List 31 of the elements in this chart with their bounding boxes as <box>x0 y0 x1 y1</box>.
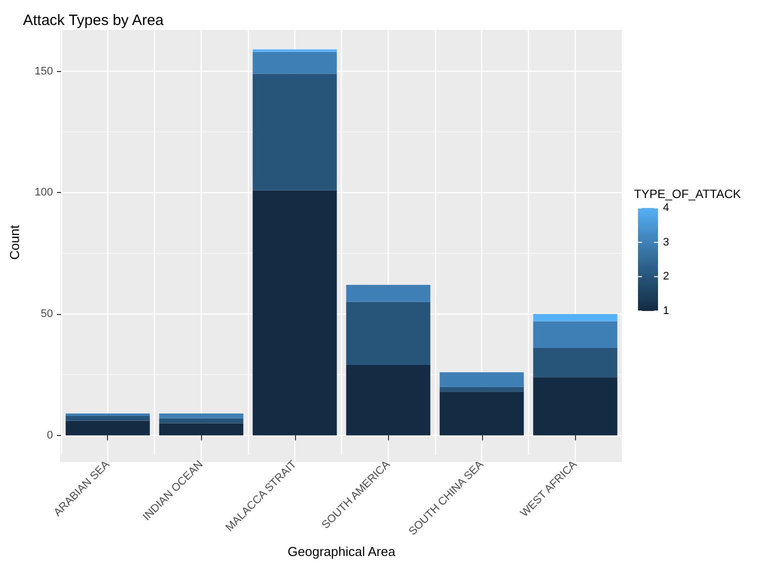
bar <box>533 348 618 378</box>
bar <box>440 386 524 392</box>
color-bar-label: 4 <box>663 202 670 214</box>
bar <box>252 74 337 190</box>
color-bar-label: 2 <box>663 270 670 283</box>
color-bar-label: 1 <box>663 305 670 317</box>
color-bar-title: TYPE_OF_ATTACK <box>634 187 741 201</box>
bar <box>346 364 430 436</box>
bar <box>533 321 618 348</box>
bar <box>533 377 618 436</box>
y-axis-title: Count <box>7 224 22 260</box>
bar <box>440 372 524 387</box>
color-bar-label: 3 <box>663 236 670 248</box>
bar <box>66 420 150 436</box>
bar <box>346 302 430 365</box>
bar <box>252 52 337 74</box>
bar <box>159 418 244 424</box>
y-tick-label: 50 <box>40 308 53 320</box>
y-tick-label: 150 <box>34 65 53 78</box>
y-tick-label: 0 <box>46 429 53 442</box>
x-axis-title: Geographical Area <box>288 544 396 559</box>
bar <box>159 423 244 436</box>
bar <box>533 314 618 322</box>
chart-title: Attack Types by Area <box>23 12 164 29</box>
bar <box>346 284 430 302</box>
bar <box>159 414 244 418</box>
bar <box>440 392 524 436</box>
y-tick-label: 100 <box>34 186 53 199</box>
bar <box>252 49 337 52</box>
bar <box>66 416 150 421</box>
bar <box>252 190 337 436</box>
